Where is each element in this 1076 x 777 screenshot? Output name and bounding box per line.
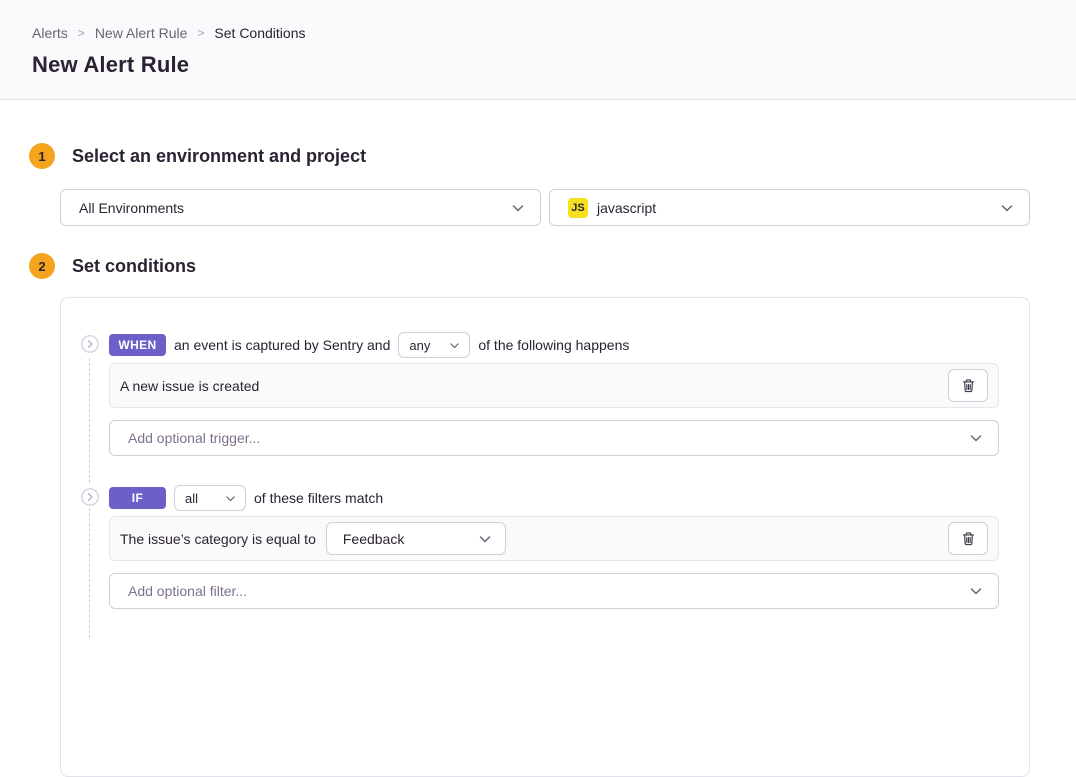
condition-connector-line [89,508,90,638]
if-match-select[interactable]: all [174,485,246,511]
chevron-down-icon [1001,204,1013,211]
main-content: 1 Select an environment and project All … [0,143,1076,777]
trigger-rule-label: A new issue is created [120,377,260,394]
if-badge: IF [109,487,166,509]
when-text-after: of the following happens [478,337,630,353]
when-rules: A new issue is created Add optional trig… [109,358,999,456]
circle-chevron-icon[interactable] [81,488,99,506]
breadcrumb-new-alert-rule[interactable]: New Alert Rule [94,25,188,41]
breadcrumb-set-conditions: Set Conditions [214,25,306,41]
environment-select[interactable]: All Environments [60,189,541,226]
when-match-select[interactable]: any [398,332,471,358]
add-optional-trigger-select[interactable]: Add optional trigger... [109,420,999,456]
if-condition-label: IF all of these filters match [109,485,999,511]
if-rules: The issue’s category is equal to Feedbac… [109,511,999,609]
chevron-down-icon [970,588,982,595]
chevron-down-icon [479,535,491,542]
chevron-down-icon [226,495,235,501]
when-badge: WHEN [109,334,166,356]
delete-trigger-button[interactable] [948,369,988,402]
trigger-rule-row: A new issue is created [109,363,999,408]
step-1-number-badge: 1 [29,143,55,169]
step-1-header: 1 Select an environment and project [29,143,1030,169]
delete-filter-button[interactable] [948,522,988,555]
project-select-value: javascript [597,199,657,216]
trash-icon [962,379,974,393]
chevron-down-icon [512,204,524,211]
page-header: Alerts > New Alert Rule > Set Conditions… [0,0,1076,100]
breadcrumb: Alerts > New Alert Rule > Set Conditions [32,0,1044,41]
filter-rule-label: The issue’s category is equal to [120,530,316,547]
filter-rule-row: The issue’s category is equal to Feedbac… [109,516,999,561]
environment-select-value: All Environments [79,199,185,216]
page-title: New Alert Rule [32,52,190,77]
when-condition-label: WHEN an event is captured by Sentry and … [109,332,999,358]
project-select[interactable]: JS javascript [549,189,1030,226]
breadcrumb-alerts[interactable]: Alerts [32,25,68,41]
chevron-down-icon [970,435,982,442]
add-optional-filter-select[interactable]: Add optional filter... [109,573,999,609]
add-optional-trigger-placeholder: Add optional trigger... [128,430,261,446]
step-2-header: 2 Set conditions [29,253,1030,279]
step-2-number-badge: 2 [29,253,55,279]
filter-category-select[interactable]: Feedback [325,522,506,555]
trash-icon [962,532,974,546]
filter-category-value: Feedback [342,530,405,547]
step-1-title: Select an environment and project [72,145,367,166]
step-2-title: Set conditions [72,255,197,276]
javascript-platform-icon: JS [568,197,588,218]
chevron-down-icon [450,342,460,348]
circle-chevron-icon[interactable] [81,335,99,353]
conditions-card: WHEN an event is captured by Sentry and … [60,297,1030,777]
breadcrumb-separator-icon: > [77,26,85,40]
breadcrumb-separator-icon: > [197,26,205,40]
condition-connector-line [89,358,90,483]
if-condition-group: IF all of these filters match The issue’… [81,485,999,609]
if-text-after: of these filters match [254,490,384,506]
add-optional-filter-placeholder: Add optional filter... [128,583,248,599]
when-condition-group: WHEN an event is captured by Sentry and … [81,332,999,456]
when-text-before: an event is captured by Sentry and [174,337,391,353]
if-match-value: all [185,490,199,506]
when-match-value: any [409,337,431,353]
environment-project-row: All Environments JS javascript [60,189,1030,226]
